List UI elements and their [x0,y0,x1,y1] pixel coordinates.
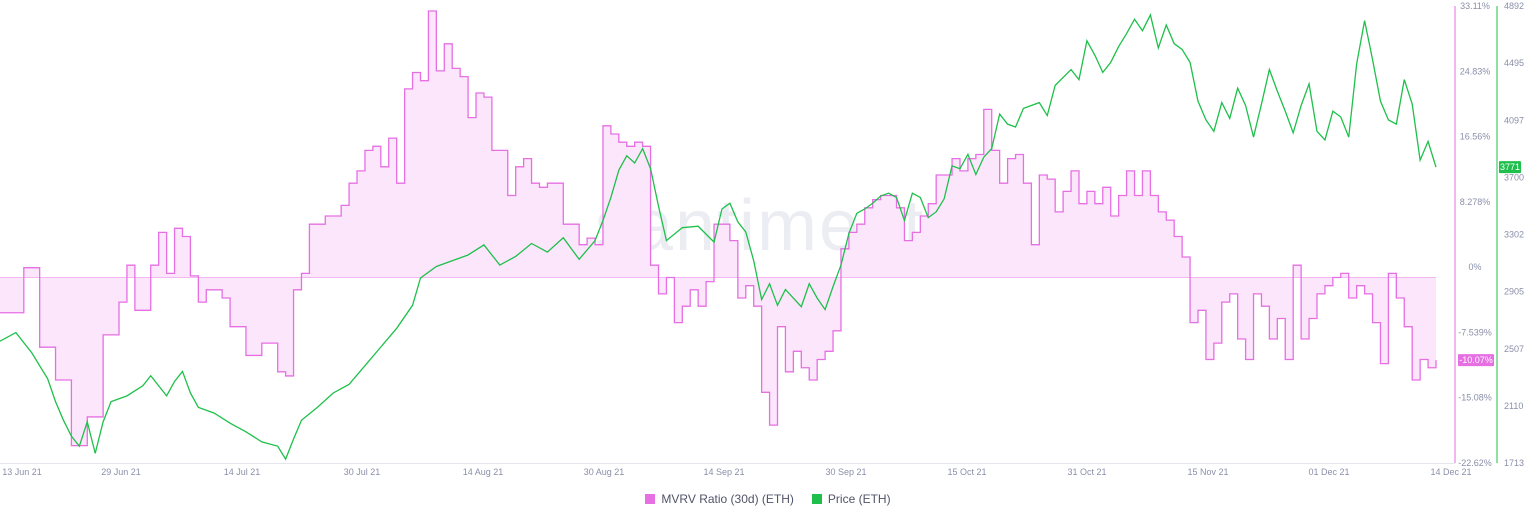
x-axis-tick: 14 Dec 21 [1430,467,1471,477]
price-axis-tick: 4495 [1504,58,1524,68]
mvrv-area-fill [0,11,1436,446]
legend-swatch-mvrv [645,494,656,504]
mvrv-axis-tick: 16.56% [1460,132,1491,142]
mvrv-axis-tick: 24.83% [1460,66,1491,76]
x-axis-tick: 01 Dec 21 [1308,467,1349,477]
mvrv-last-value-text: -10.07% [1459,355,1493,365]
x-axis-tick: 29 Jun 21 [101,467,141,477]
price-axis-tick: 3700 [1504,172,1524,182]
x-axis-tick: 31 Oct 21 [1067,467,1106,477]
mvrv-series-line [0,10,1437,447]
mvrv-axis-tick: 33.11% [1460,1,1490,11]
mvrv-axis-tick: -7.539% [1458,327,1492,337]
mvrv-axis-tick: -22.62% [1458,458,1492,468]
x-axis-tick: 15 Nov 21 [1187,467,1228,477]
x-axis-tick: 15 Oct 21 [947,467,986,477]
price-axis-tick: 2507 [1504,344,1524,354]
price-axis-tick: 4097 [1504,115,1524,125]
price-axis-tick: 2905 [1504,287,1524,297]
legend-label-price: Price (ETH) [827,492,891,506]
x-axis-tick: 14 Jul 21 [224,467,261,477]
x-axis-tick: 13 Jun 21 [2,467,42,477]
x-axis-tick: 14 Sep 21 [703,467,744,477]
legend-item-mvrv[interactable]: MVRV Ratio (30d) (ETH) [645,492,794,506]
mvrv-axis-tick: 0% [1468,262,1481,272]
price-axis-tick: 4892 [1504,1,1524,11]
x-axis-tick: 30 Sep 21 [825,467,866,477]
mvrv-last-value-badge [1458,354,1494,367]
price-last-value-text: 3771 [1500,162,1520,172]
x-axis-tick: 30 Aug 21 [584,467,625,477]
price-last-value-badge [1499,161,1521,174]
legend: MVRV Ratio (30d) (ETH) Price (ETH) [0,492,1536,506]
legend-item-price[interactable]: Price (ETH) [811,492,891,506]
legend-swatch-price [811,494,822,504]
x-axis-tick: 14 Aug 21 [463,467,504,477]
x-axis-tick: 30 Jul 21 [344,467,381,477]
mvrv-axis-tick: -15.08% [1458,393,1492,403]
price-axis-tick: 3302 [1504,230,1524,240]
price-axis-tick: 2110 [1504,401,1523,411]
price-axis-tick: 1713 [1504,458,1524,468]
price-series-line [0,13,1437,461]
legend-label-mvrv: MVRV Ratio (30d) (ETH) [661,492,794,506]
mvrv-axis-tick: 8.278% [1460,197,1491,207]
